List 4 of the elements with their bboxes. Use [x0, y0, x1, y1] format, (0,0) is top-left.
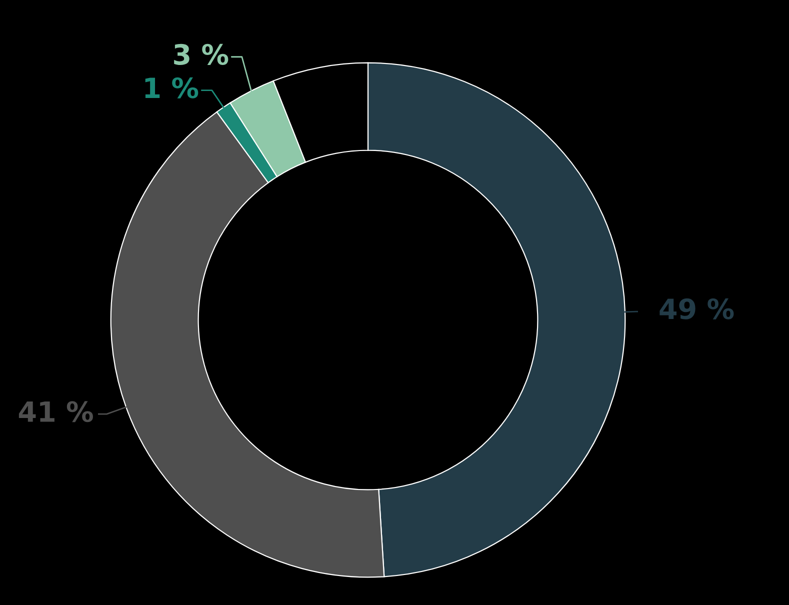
data-label: 3 % [174, 44, 228, 65]
data-label: 49 % [660, 298, 734, 320]
data-label: 41 % [18, 401, 93, 422]
data-label: 1 % [145, 77, 198, 98]
